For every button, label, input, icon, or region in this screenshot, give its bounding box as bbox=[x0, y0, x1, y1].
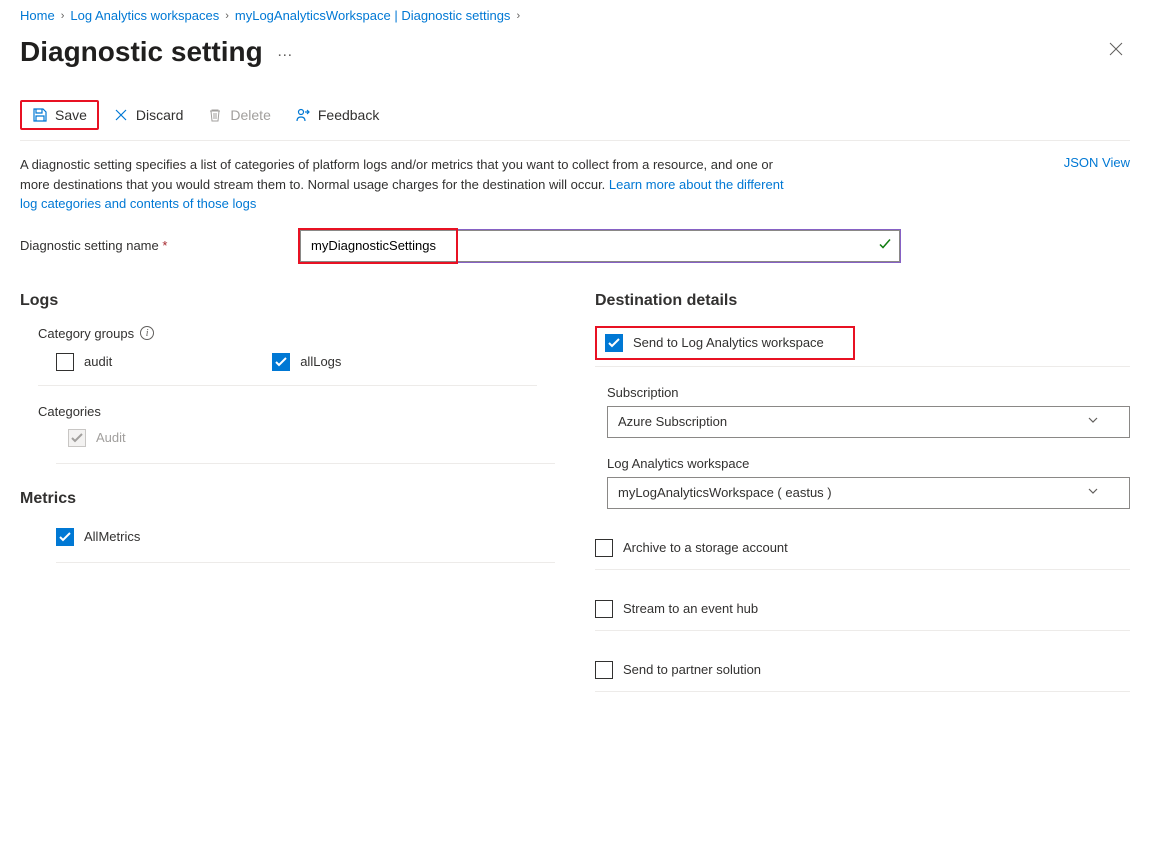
allmetrics-checkbox[interactable] bbox=[56, 528, 74, 546]
json-view-link[interactable]: JSON View bbox=[1064, 155, 1130, 170]
delete-label: Delete bbox=[230, 107, 270, 123]
close-button[interactable] bbox=[1102, 35, 1130, 68]
feedback-button[interactable]: Feedback bbox=[285, 102, 389, 128]
feedback-label: Feedback bbox=[318, 107, 379, 123]
workspace-label: Log Analytics workspace bbox=[607, 456, 1130, 471]
chevron-down-icon bbox=[1087, 485, 1099, 500]
info-icon[interactable]: i bbox=[140, 326, 154, 340]
description-text: A diagnostic setting specifies a list of… bbox=[20, 155, 800, 214]
chevron-down-icon bbox=[1087, 414, 1099, 429]
workspace-select[interactable]: myLogAnalyticsWorkspace ( eastus ) bbox=[607, 477, 1130, 509]
send-to-law-row: Send to Log Analytics workspace bbox=[595, 326, 855, 360]
valid-check-icon bbox=[878, 237, 892, 254]
archive-storage-checkbox[interactable] bbox=[595, 539, 613, 557]
logs-section-title: Logs bbox=[20, 292, 555, 310]
audit-checkbox[interactable] bbox=[56, 353, 74, 371]
chevron-right-icon: › bbox=[516, 10, 520, 22]
close-icon bbox=[1108, 41, 1124, 57]
stream-eventhub-checkbox[interactable] bbox=[595, 600, 613, 618]
setting-name-label: Diagnostic setting name * bbox=[20, 238, 300, 253]
discard-icon bbox=[113, 107, 129, 123]
send-to-law-label: Send to Log Analytics workspace bbox=[633, 335, 824, 350]
toolbar: Save Discard Delete Feedback bbox=[20, 100, 1130, 141]
stream-eventhub-label: Stream to an event hub bbox=[623, 601, 758, 616]
workspace-value: myLogAnalyticsWorkspace ( eastus ) bbox=[618, 485, 832, 500]
destination-section-title: Destination details bbox=[595, 292, 1130, 310]
breadcrumb-home[interactable]: Home bbox=[20, 8, 55, 23]
subscription-value: Azure Subscription bbox=[618, 414, 727, 429]
category-groups-label: Category groups i bbox=[38, 326, 555, 341]
alllogs-label: allLogs bbox=[300, 354, 341, 369]
page-title: Diagnostic setting bbox=[20, 36, 263, 68]
subscription-label: Subscription bbox=[607, 385, 1130, 400]
discard-button[interactable]: Discard bbox=[103, 102, 193, 128]
partner-solution-checkbox[interactable] bbox=[595, 661, 613, 679]
partner-solution-label: Send to partner solution bbox=[623, 662, 761, 677]
audit-label: audit bbox=[84, 354, 112, 369]
alllogs-checkbox[interactable] bbox=[272, 353, 290, 371]
save-button[interactable]: Save bbox=[22, 102, 97, 128]
chevron-right-icon: › bbox=[225, 10, 229, 22]
audit-category-checkbox bbox=[68, 429, 86, 447]
delete-button: Delete bbox=[197, 102, 280, 128]
audit-category-label: Audit bbox=[96, 430, 126, 445]
subscription-select[interactable]: Azure Subscription bbox=[607, 406, 1130, 438]
save-icon bbox=[32, 107, 48, 123]
more-button[interactable]: … bbox=[277, 43, 295, 61]
metrics-section-title: Metrics bbox=[20, 490, 555, 508]
setting-name-input[interactable] bbox=[300, 230, 900, 262]
breadcrumb: Home › Log Analytics workspaces › myLogA… bbox=[20, 8, 1130, 23]
save-label: Save bbox=[55, 107, 87, 123]
delete-icon bbox=[207, 107, 223, 123]
discard-label: Discard bbox=[136, 107, 183, 123]
archive-storage-label: Archive to a storage account bbox=[623, 540, 788, 555]
categories-label: Categories bbox=[38, 404, 555, 419]
chevron-right-icon: › bbox=[61, 10, 65, 22]
feedback-icon bbox=[295, 107, 311, 123]
breadcrumb-workspaces[interactable]: Log Analytics workspaces bbox=[70, 8, 219, 23]
send-to-law-checkbox[interactable] bbox=[605, 334, 623, 352]
allmetrics-label: AllMetrics bbox=[84, 529, 140, 544]
breadcrumb-current[interactable]: myLogAnalyticsWorkspace | Diagnostic set… bbox=[235, 8, 511, 23]
